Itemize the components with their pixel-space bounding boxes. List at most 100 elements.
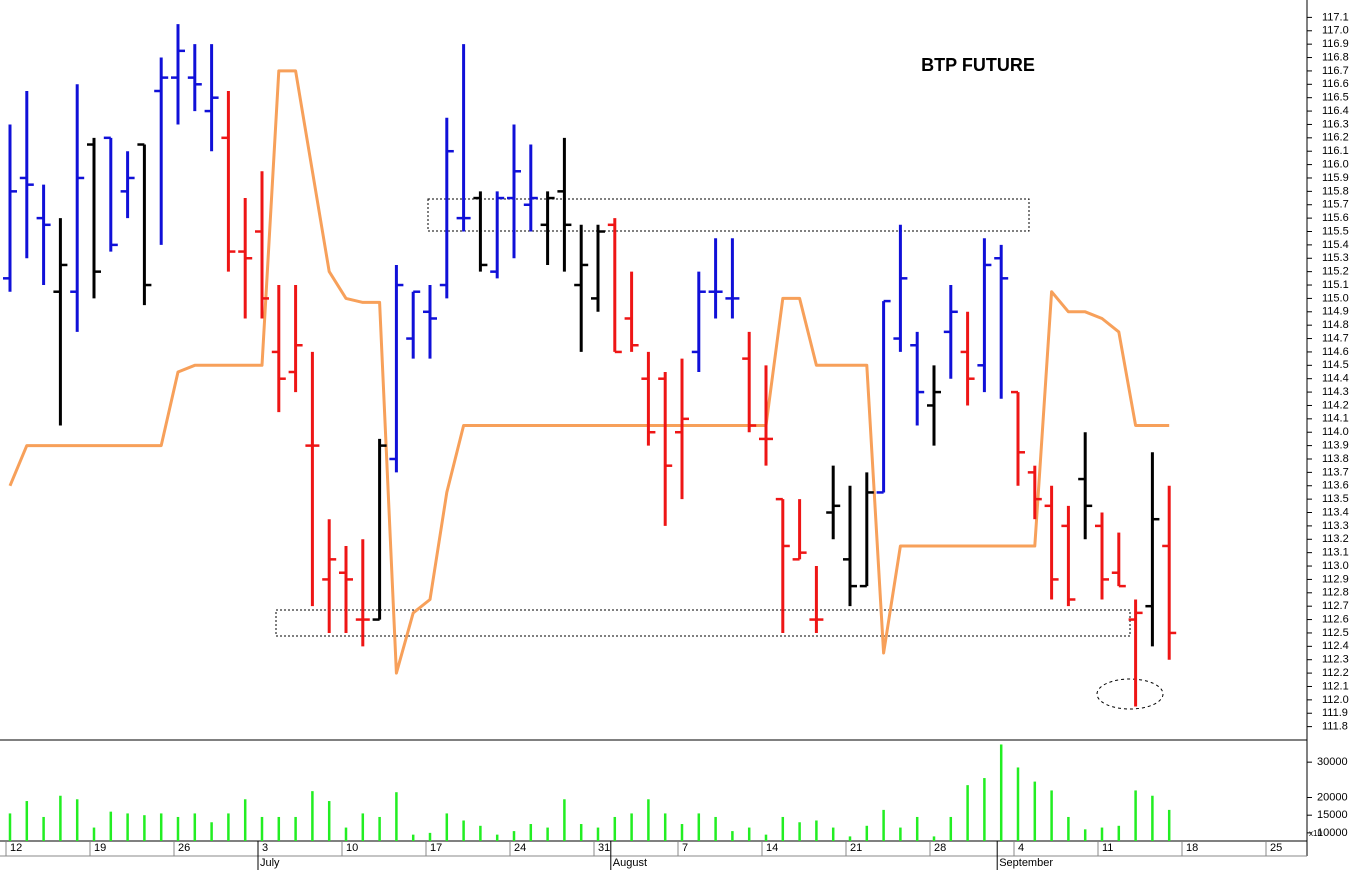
- y-tick-label: 114.6: [1322, 346, 1349, 358]
- volume-bar: [1016, 767, 1020, 841]
- volume-bar: [697, 813, 701, 841]
- y-tick-label: 112.0: [1322, 694, 1349, 706]
- volume-bar: [663, 813, 667, 841]
- volume-tick-label: 15000: [1317, 809, 1348, 821]
- y-tick-label: 115.0: [1322, 292, 1349, 304]
- volume-bar: [59, 795, 62, 841]
- volume-bar: [848, 836, 852, 841]
- y-tick-label: 117.0: [1322, 25, 1349, 37]
- y-tick-label: 113.3: [1322, 520, 1349, 532]
- y-tick-label: 116.4: [1322, 105, 1349, 117]
- volume-bar: [932, 836, 936, 841]
- x-tick-label: 21: [850, 842, 862, 854]
- volume-bar: [294, 816, 297, 841]
- volume-bar: [25, 801, 29, 841]
- y-tick-label: 114.2: [1322, 399, 1349, 411]
- y-tick-label: 113.9: [1322, 440, 1349, 452]
- volume-bar: [227, 813, 230, 841]
- volume-bar: [630, 813, 633, 841]
- volume-bar: [882, 809, 885, 841]
- volume-bar: [411, 834, 415, 841]
- volume-bar: [831, 827, 835, 841]
- y-tick-label: 116.6: [1322, 78, 1349, 90]
- y-tick-label: 116.5: [1322, 92, 1349, 104]
- y-tick-label: 114.0: [1322, 426, 1349, 438]
- y-tick-label: 115.3: [1322, 252, 1349, 264]
- month-label: September: [999, 857, 1053, 869]
- volume-bar: [277, 816, 281, 841]
- volume-bar: [1100, 827, 1104, 841]
- y-tick-label: 111.8: [1322, 721, 1348, 733]
- y-tick-label: 115.8: [1322, 185, 1349, 197]
- y-tick-label: 113.8: [1322, 453, 1349, 465]
- low-highlight: [1096, 678, 1164, 710]
- volume-bar: [1134, 790, 1137, 841]
- y-tick-label: 114.8: [1322, 319, 1349, 331]
- x-tick-label: 11: [1102, 842, 1113, 854]
- y-tick-label: 115.4: [1322, 239, 1349, 251]
- y-tick-label: 113.5: [1322, 493, 1349, 505]
- y-tick-label: 112.6: [1322, 613, 1349, 625]
- volume-unit-label: x10: [1309, 829, 1322, 838]
- x-tick-label: 28: [934, 842, 946, 854]
- volume-bar: [747, 827, 751, 841]
- volume-bar: [243, 799, 247, 841]
- y-tick-label: 112.2: [1322, 667, 1349, 679]
- y-tick-label: 114.5: [1322, 359, 1349, 371]
- x-tick-label: 17: [430, 842, 442, 854]
- y-tick-label: 111.9: [1322, 707, 1348, 719]
- volume-bar: [1151, 795, 1154, 841]
- volume-bar: [378, 816, 381, 841]
- y-tick-label: 112.7: [1322, 600, 1349, 612]
- volume-tick-label: 10000: [1317, 827, 1348, 839]
- volume-bar: [1117, 825, 1121, 841]
- volume-bar: [445, 813, 449, 841]
- volume-bar: [915, 816, 919, 841]
- volume-bar: [1083, 829, 1087, 841]
- y-tick-label: 115.9: [1322, 172, 1349, 184]
- y-tick-label: 112.1: [1322, 680, 1349, 692]
- y-tick-label: 114.9: [1322, 306, 1349, 318]
- volume-bar: [479, 825, 482, 841]
- volume-tick-label: 20000: [1317, 791, 1348, 803]
- volume-bar: [1167, 809, 1171, 841]
- resistance-box: [427, 198, 1030, 232]
- volume-bar: [899, 827, 902, 841]
- x-tick-label: 24: [514, 842, 526, 854]
- y-tick-label: 117.1: [1322, 11, 1349, 23]
- volume-bar: [613, 816, 617, 841]
- volume-bar: [596, 827, 600, 841]
- y-tick-label: 112.9: [1322, 573, 1349, 585]
- indicator-line: [8, 69, 1170, 675]
- volume-bar: [865, 825, 869, 841]
- volume-bar: [311, 791, 314, 841]
- volume-bar: [563, 799, 566, 841]
- volume-bar: [949, 816, 953, 841]
- x-tick-label: 7: [682, 842, 688, 854]
- y-tick-label: 116.7: [1322, 65, 1349, 77]
- chart-title: BTP FUTURE: [921, 55, 1035, 75]
- y-tick-label: 113.4: [1322, 506, 1349, 518]
- x-tick-label: 26: [178, 842, 190, 854]
- y-tick-label: 116.9: [1322, 38, 1349, 50]
- volume-bar: [999, 744, 1003, 841]
- y-tick-label: 115.7: [1322, 199, 1349, 211]
- y-tick-label: 113.7: [1322, 466, 1349, 478]
- volume-bar: [361, 813, 365, 841]
- volume-bar: [1050, 790, 1053, 841]
- volume-bar: [966, 785, 969, 841]
- y-tick-label: 115.1: [1322, 279, 1349, 291]
- volume-bar: [126, 813, 129, 841]
- month-label: August: [613, 857, 647, 869]
- volume-bar: [731, 831, 734, 841]
- x-tick-label: 14: [766, 842, 778, 854]
- x-tick-label: 25: [1270, 842, 1282, 854]
- y-tick-label: 115.5: [1322, 225, 1349, 237]
- x-tick-label: 31: [598, 842, 610, 854]
- volume-bar: [109, 811, 113, 841]
- volume-bar: [781, 816, 785, 841]
- y-tick-label: 113.1: [1322, 547, 1349, 559]
- volume-bar: [1067, 816, 1070, 841]
